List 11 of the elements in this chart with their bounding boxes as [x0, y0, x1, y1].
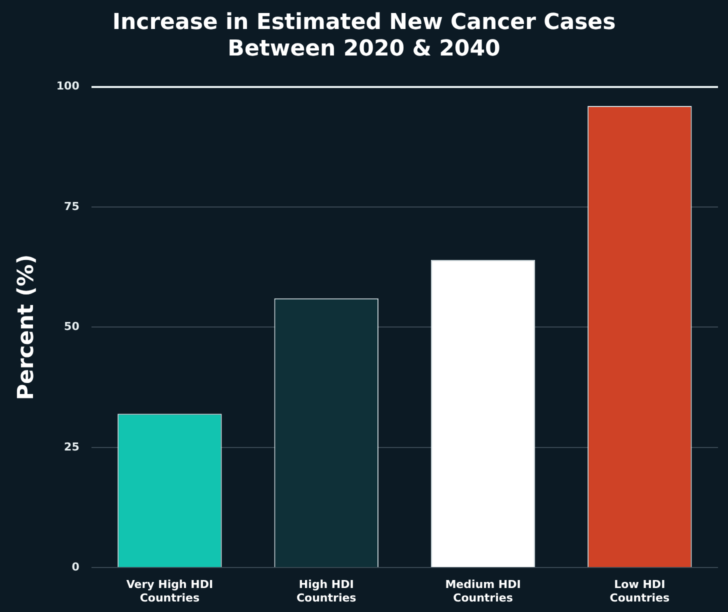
y-tick-label: 25 [64, 440, 80, 454]
y-tick-label: 100 [56, 80, 80, 93]
x-tick-label: Low HDI Countries [610, 578, 670, 604]
y-tick-label: 50 [64, 320, 80, 334]
chart-title: Increase in Estimated New Cancer Cases Between 2020 & 2040 [112, 10, 616, 62]
y-axis-title: Percent (%) [14, 254, 39, 400]
x-tick-label: High HDI Countries [296, 578, 357, 604]
x-tick-label: Very High HDI Countries [126, 578, 214, 604]
x-tick-label: Medium HDI Countries [445, 578, 521, 604]
y-tick-label: 75 [64, 200, 80, 213]
y-tick-label: 0 [72, 560, 80, 574]
